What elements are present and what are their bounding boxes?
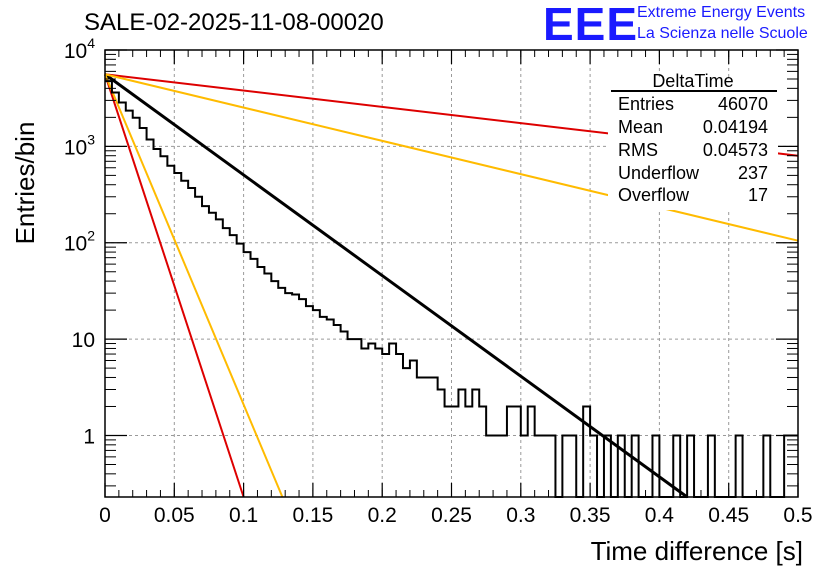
series-fit (104, 73, 689, 499)
stats-box-bg (608, 78, 778, 210)
x-tick-label: 0.4 (645, 504, 675, 527)
y-axis-label: Entries/bin (10, 122, 40, 245)
x-tick-label: 0.25 (431, 504, 472, 527)
x-tick-label: 0.3 (506, 504, 535, 527)
x-tick-label: 0.5 (783, 504, 812, 527)
eee-tagline-2: La Scienza nelle Scuole (637, 25, 808, 42)
x-tick-label: 0.15 (292, 504, 333, 527)
eee-tagline-1: Extreme Energy Events (637, 4, 806, 21)
y-tick-label: 10 (72, 329, 95, 352)
x-tick-label: 0.2 (368, 504, 397, 527)
stats-value-mean: 0.04194 (703, 117, 768, 137)
tick-labels: 0 0.05 0.1 0.15 0.2 0.25 0.3 0.35 0.4 0.45 0.5 1 10 1… (64, 35, 813, 527)
y-tick-label: 102 (64, 228, 95, 256)
stats-box: DeltaTime Entries 46070 Mean 0.04194 RMS… (608, 71, 778, 210)
stats-value-rms: 0.04573 (703, 140, 768, 160)
x-tick-label: 0.45 (708, 504, 749, 527)
x-axis-label: Time difference [s] (591, 536, 803, 566)
stats-label-rms: RMS (618, 140, 658, 160)
stats-title: DeltaTime (652, 71, 733, 91)
stats-label-entries: Entries (618, 94, 674, 114)
x-tick-label: 0.1 (229, 504, 258, 527)
y-tick-label: 103 (64, 131, 95, 159)
x-tick-label: 0.05 (154, 504, 195, 527)
stats-value-underflow: 237 (738, 163, 768, 183)
stats-value-overflow: 17 (748, 185, 768, 205)
series-orange-shallow (104, 73, 799, 242)
stats-value-entries: 46070 (718, 94, 768, 114)
series-orange-steep (104, 73, 284, 498)
axis-ticks (104, 49, 799, 497)
x-tick-label: 0.35 (570, 504, 611, 527)
y-tick-label: 104 (64, 35, 95, 63)
run-title: SALE-02-2025-11-08-00020 (84, 9, 384, 36)
stats-label-mean: Mean (618, 117, 663, 137)
series-red-steep (104, 73, 245, 498)
eee-logo: EEE (543, 0, 639, 50)
stats-label-overflow: Overflow (618, 185, 690, 205)
y-tick-label: 1 (83, 425, 95, 448)
stats-label-underflow: Underflow (618, 163, 700, 183)
x-tick-label: 0 (99, 504, 111, 527)
